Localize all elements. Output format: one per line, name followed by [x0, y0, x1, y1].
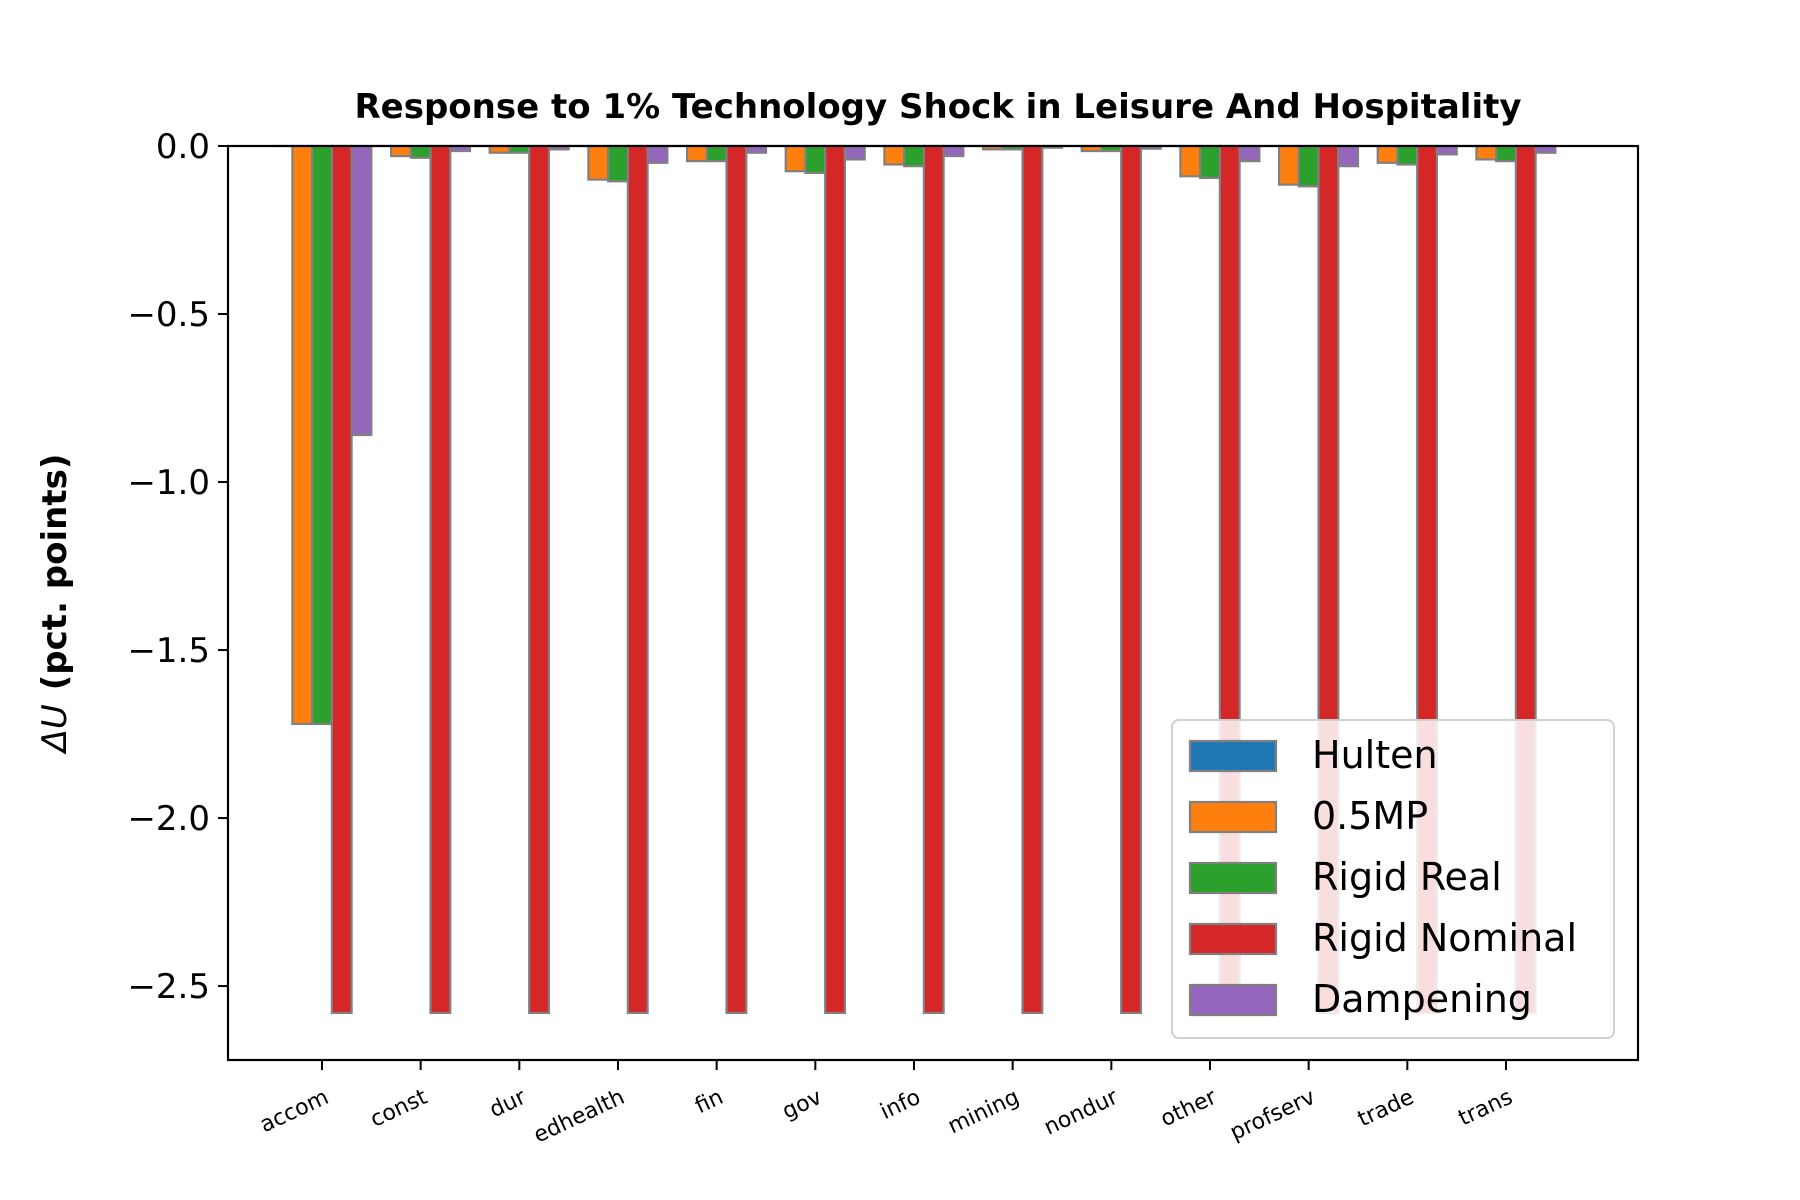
bar-rigid-nominal-mining — [1021, 144, 1044, 1015]
legend-label-0-5mp: 0.5MP — [1312, 794, 1428, 838]
bar-0-5mp-gov — [784, 144, 807, 173]
svg-text:ΔU(pct. points): ΔU (pct. points) — [35, 454, 75, 756]
bar-rigid-real-profserv — [1297, 144, 1320, 188]
y-tick-label: 0.0 — [156, 127, 210, 167]
bar-0-5mp-const — [389, 144, 412, 158]
y-tick-label: −0.5 — [127, 295, 210, 335]
bar-0-5mp-info — [883, 144, 906, 166]
y-axis: 0.0 −0.5 −1.0 −1.5 −2.0 −2.5 — [127, 127, 228, 1007]
chart-title: Response to 1% Technology Shock in Leisu… — [354, 87, 1521, 127]
bar-rigid-real-gov — [804, 144, 827, 174]
x-tick-label-const: const — [367, 1085, 432, 1133]
bar-dampening-info — [942, 144, 965, 158]
bar-0-5mp-edhealth — [587, 144, 610, 181]
y-tick-label: −1.5 — [127, 631, 210, 671]
legend-swatch-rigid-nominal — [1188, 922, 1278, 956]
y-axis-label-units: (pct. points) — [35, 454, 75, 691]
bar-rigid-nominal-const — [429, 144, 452, 1015]
bar-0-5mp-profserv — [1277, 144, 1300, 186]
x-tick-label-edhealth: edhealth — [530, 1085, 629, 1149]
bar-rigid-real-fin — [705, 144, 728, 163]
bar-rigid-nominal-gov — [824, 144, 847, 1015]
bar-rigid-real-accom — [311, 144, 333, 726]
bar-rigid-nominal-edhealth — [626, 144, 649, 1015]
x-tick-label-gov: gov — [779, 1085, 826, 1125]
y-tick-label: −2.5 — [127, 967, 210, 1007]
bar-0-5mp-accom — [291, 144, 314, 726]
y-tick-label: −2.0 — [127, 799, 210, 839]
x-tick-label-fin: fin — [691, 1085, 727, 1119]
bar-rigid-nominal-accom — [330, 144, 353, 1015]
bar-dampening-other — [1238, 144, 1261, 163]
legend-swatch-rigid-real — [1188, 861, 1278, 895]
legend-label-rigid-real: Rigid Real — [1312, 855, 1502, 899]
bar-dampening-trade — [1435, 144, 1458, 156]
x-tick-label-other: other — [1157, 1084, 1222, 1132]
bar-rigid-real-const — [409, 144, 432, 159]
legend-box — [1171, 719, 1615, 1039]
legend-label-hulten: Hulten — [1312, 733, 1438, 777]
bar-rigid-real-trade — [1396, 144, 1419, 166]
plot-frame — [226, 144, 1640, 1062]
legend-label-rigid-nominal: Rigid Nominal — [1312, 916, 1577, 960]
x-tick-label-trans: trans — [1455, 1085, 1517, 1132]
y-axis-label: ΔU (pct. points) — [35, 454, 75, 756]
x-tick-label-dur: dur — [486, 1084, 531, 1123]
y-axis-label-symbol: ΔU — [35, 704, 75, 755]
bar-0-5mp-trade — [1376, 144, 1399, 164]
x-tick-label-info: info — [877, 1085, 925, 1125]
bar-dampening-edhealth — [646, 144, 669, 164]
bar-rigid-real-edhealth — [607, 144, 629, 183]
bar-rigid-real-info — [903, 144, 925, 168]
x-tick-label-trade: trade — [1354, 1085, 1418, 1132]
legend-swatch-0-5mp — [1188, 800, 1278, 834]
bar-rigid-nominal-fin — [725, 144, 748, 1015]
bar-dampening-profserv — [1337, 144, 1360, 168]
bar-rigid-nominal-nondur — [1120, 144, 1143, 1015]
bar-rigid-real-trans — [1495, 144, 1517, 163]
bar-0-5mp-trans — [1475, 144, 1498, 161]
x-axis: accom const dur edhealth fin gov info mining non… — [256, 1060, 1517, 1149]
y-tick-label: −1.0 — [127, 463, 210, 503]
legend: Hulten 0.5MP Rigid Real Rigid Nominal Dampen… — [1171, 719, 1615, 1039]
x-tick-label-nondur: nondur — [1040, 1084, 1122, 1140]
bar-rigid-real-other — [1199, 144, 1221, 180]
bar-dampening-gov — [843, 144, 866, 161]
x-tick-label-profserv: profserv — [1226, 1085, 1319, 1146]
x-tick-label-mining: mining — [944, 1085, 1023, 1140]
legend-swatch-dampening — [1188, 983, 1278, 1017]
legend-swatch-hulten — [1188, 739, 1278, 773]
bar-0-5mp-other — [1179, 144, 1202, 178]
x-tick-label-accom: accom — [256, 1085, 332, 1138]
legend-label-dampening: Dampening — [1312, 977, 1532, 1021]
bar-dampening-accom — [350, 144, 373, 437]
bar-rigid-nominal-info — [922, 144, 945, 1015]
bar-rigid-nominal-dur — [528, 144, 551, 1015]
bar-0-5mp-fin — [685, 144, 708, 163]
